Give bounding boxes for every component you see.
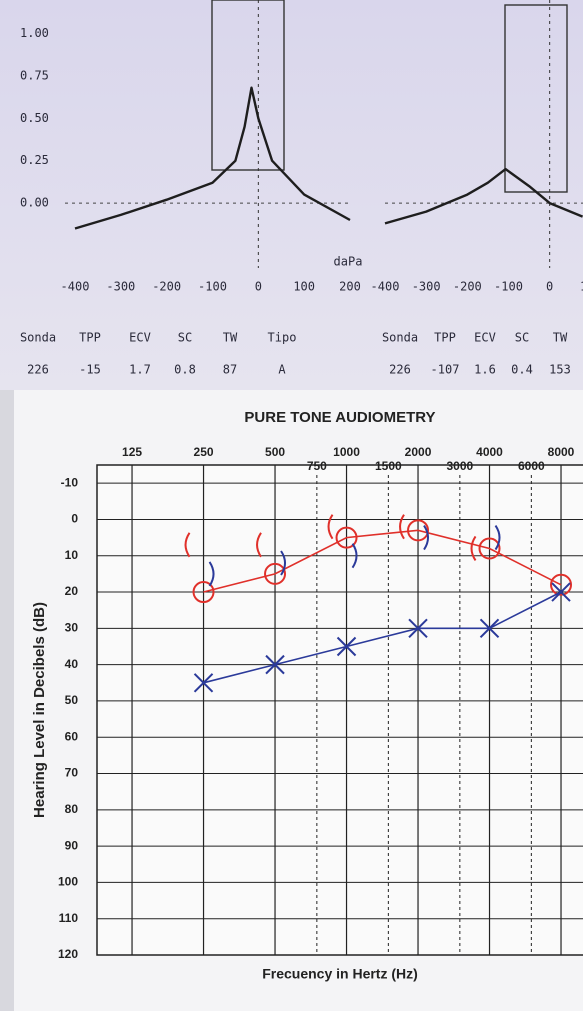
- y-tick-label: -10: [61, 475, 79, 489]
- x-tick-label: 0: [546, 280, 553, 294]
- paper-edge: [0, 390, 14, 1011]
- y-tick-label: 1.00: [20, 26, 49, 40]
- y-tick-label: 100: [58, 875, 78, 889]
- table-cell: -15: [79, 363, 101, 377]
- x-minor-tick-label: 6000: [518, 459, 545, 473]
- table-cell: 1.6: [474, 363, 496, 377]
- plot-area: [97, 465, 583, 955]
- y-tick-label: 30: [65, 621, 79, 635]
- x-axis-label: Frecuency in Hertz (Hz): [262, 966, 418, 982]
- y-axis-label: Hearing Level in Decibels (dB): [31, 602, 48, 818]
- table-header: TPP: [434, 331, 456, 345]
- y-tick-label: 80: [65, 802, 79, 816]
- x-tick-label: -300: [412, 280, 441, 294]
- x-tick-label: 500: [265, 445, 285, 459]
- table-header: TPP: [79, 331, 101, 345]
- x-tick-label: 250: [194, 445, 214, 459]
- x-tick-label: 0: [255, 280, 262, 294]
- x-minor-tick-label: 3000: [446, 459, 473, 473]
- x-tick-label: -400: [371, 280, 400, 294]
- y-tick-label: 0.00: [20, 196, 49, 210]
- y-tick-label: 20: [65, 584, 79, 598]
- table-cell: 0.8: [174, 363, 196, 377]
- page: daPa PURE TONE AUDIOMETRY Frecuency in H…: [0, 0, 583, 1011]
- y-tick-label: 60: [65, 729, 79, 743]
- x-tick-label: 1000: [333, 445, 360, 459]
- y-tick-label: 0.75: [20, 68, 49, 82]
- table-cell: 87: [223, 363, 237, 377]
- x-tick-label: -100: [494, 280, 523, 294]
- table-header: SC: [178, 331, 192, 345]
- y-tick-label: 40: [65, 657, 79, 671]
- x-tick-label: 2000: [405, 445, 432, 459]
- x-tick-label: 125: [122, 445, 142, 459]
- table-header: Sonda: [382, 331, 418, 345]
- table-header: Sonda: [20, 331, 56, 345]
- chart-title: PURE TONE AUDIOMETRY: [244, 409, 435, 426]
- x-tick-label: -200: [453, 280, 482, 294]
- x-minor-tick-label: 750: [307, 459, 327, 473]
- y-tick-label: 0: [71, 512, 78, 526]
- table-cell: -107: [431, 363, 460, 377]
- table-cell: A: [278, 363, 286, 377]
- table-cell: 153: [549, 363, 571, 377]
- table-header: TW: [553, 331, 568, 345]
- x-minor-tick-label: 1500: [375, 459, 402, 473]
- table-header: ECV: [129, 331, 151, 345]
- x-tick-label: 8000: [548, 445, 575, 459]
- x-axis-label: daPa: [334, 255, 363, 269]
- x-tick-label: -400: [61, 280, 90, 294]
- table-cell: 226: [389, 363, 411, 377]
- table-header: Tipo: [268, 331, 297, 345]
- table-cell: 0.4: [511, 363, 533, 377]
- y-tick-label: 10: [65, 548, 79, 562]
- table-cell: 1.7: [129, 363, 151, 377]
- y-tick-label: 0.25: [20, 153, 49, 167]
- y-tick-label: 50: [65, 693, 79, 707]
- x-tick-label: 200: [339, 280, 361, 294]
- table-header: ECV: [474, 331, 496, 345]
- x-tick-label: 4000: [476, 445, 503, 459]
- x-tick-label: -300: [106, 280, 135, 294]
- x-tick-label: -100: [198, 280, 227, 294]
- table-header: TW: [223, 331, 238, 345]
- table-cell: 226: [27, 363, 49, 377]
- y-tick-label: 120: [58, 947, 78, 961]
- x-tick-label: -200: [152, 280, 181, 294]
- y-tick-label: 0.50: [20, 111, 49, 125]
- x-tick-label: 100: [293, 280, 315, 294]
- y-tick-label: 110: [59, 911, 79, 925]
- table-header: SC: [515, 331, 529, 345]
- y-tick-label: 70: [65, 766, 79, 780]
- y-tick-label: 90: [65, 838, 79, 852]
